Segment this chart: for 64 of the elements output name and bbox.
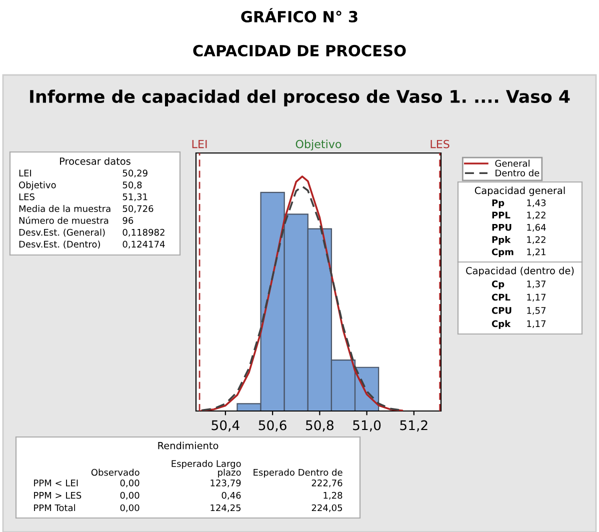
ref-line-label: LES xyxy=(430,140,450,148)
text: Informe de capacidad del proceso de Vaso 1. .... Vaso 4 xyxy=(30,90,570,106)
text: 0,124174 xyxy=(122,240,165,248)
category-label: Ppk xyxy=(492,236,511,245)
category-label: LES xyxy=(19,193,34,200)
text: 50,726 xyxy=(122,205,154,213)
category-label: Cpk xyxy=(492,320,511,329)
text: 1,57 xyxy=(527,307,546,315)
category-label: CPU xyxy=(492,307,512,314)
text: 1,21 xyxy=(527,248,546,256)
text: Capacidad (dentro de) xyxy=(466,266,574,276)
category-label: PPM > LES xyxy=(34,492,82,499)
text: 1,17 xyxy=(527,294,546,302)
category-label: Desv.Est. (Dentro) xyxy=(19,240,100,249)
category-label: PPU xyxy=(492,224,512,231)
text: 50,29 xyxy=(122,170,148,178)
category-label: Número de muestra xyxy=(19,216,108,224)
category-label: CPL xyxy=(492,294,510,301)
category-label: PPL xyxy=(492,212,510,218)
text: 1,22 xyxy=(527,212,546,220)
text: 1,37 xyxy=(527,280,546,288)
text: 124,25 xyxy=(210,504,241,512)
text: 51,31 xyxy=(122,193,148,202)
text: 0,00 xyxy=(120,480,140,488)
category-label: LEI xyxy=(19,170,32,176)
chart-title: GRÁFICO N° 3 xyxy=(241,8,358,22)
category-label: Objetivo xyxy=(19,181,56,190)
text: 0,00 xyxy=(120,492,140,500)
x-tick-label: 51,2 xyxy=(400,420,428,432)
text: 1,17 xyxy=(527,320,546,328)
text: 1,64 xyxy=(527,224,546,232)
text: 96 xyxy=(122,217,134,224)
legend-label: General xyxy=(495,160,530,167)
category-label: Media de la muestra xyxy=(19,205,110,212)
category-label: Esperado Dentro de xyxy=(254,468,342,478)
chart-subtitle: CAPACIDAD DE PROCESO xyxy=(193,44,406,56)
category-label: Pp xyxy=(492,200,504,208)
text: Rendimiento xyxy=(158,442,218,450)
text: Objetivo xyxy=(296,140,342,150)
category-label: Esperado Largo plazo xyxy=(172,460,241,478)
category-label: PPM < LEI xyxy=(34,480,78,486)
text: 1,28 xyxy=(324,492,342,500)
x-tick-label: 51,0 xyxy=(353,420,381,432)
legend-label: Dentro de xyxy=(496,169,540,176)
category-label: Observado xyxy=(91,468,140,476)
text: 123,79 xyxy=(210,480,241,488)
text: 1,22 xyxy=(527,236,546,244)
text: Procesar datos xyxy=(60,157,130,165)
text: 224,05 xyxy=(312,504,342,512)
category-label: Cpm xyxy=(492,248,514,258)
text: 0,00 xyxy=(120,504,140,512)
x-tick-label: 50,8 xyxy=(306,420,334,432)
x-tick-label: 50,6 xyxy=(258,420,286,432)
category-label: Desv.Est. (General) xyxy=(19,228,105,237)
x-tick-label: 50,4 xyxy=(212,420,240,432)
category-label: PPM Total xyxy=(34,504,75,512)
text: 0,118982 xyxy=(122,228,164,237)
ref-line-label: LEI xyxy=(192,140,207,148)
text: 222,76 xyxy=(312,480,342,488)
text: Capacidad general xyxy=(474,186,565,196)
text: 0,46 xyxy=(222,492,241,500)
category-label: Cp xyxy=(492,280,504,290)
text: 50,8 xyxy=(122,182,142,190)
text: 1,43 xyxy=(527,199,546,208)
